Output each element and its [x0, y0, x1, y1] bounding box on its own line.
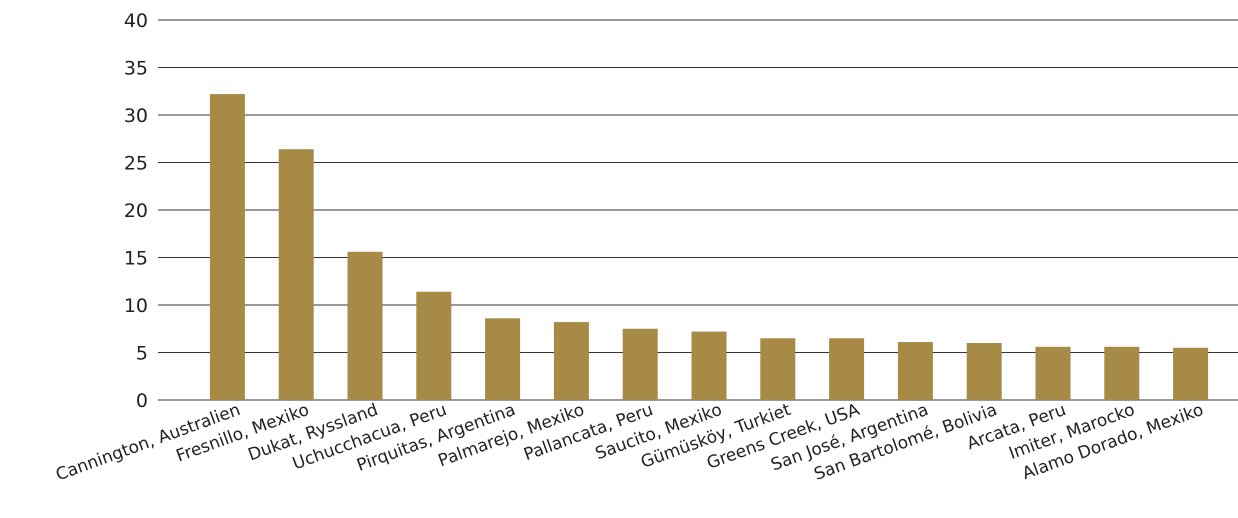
y-tick-label: 40 — [124, 10, 148, 32]
bar — [278, 149, 314, 400]
y-tick-label: 25 — [124, 153, 148, 175]
bar — [966, 343, 1002, 400]
bar — [691, 331, 727, 400]
bar — [553, 322, 589, 400]
bar — [1104, 346, 1140, 400]
gridlines — [158, 19, 1238, 401]
y-tick-label: 20 — [124, 200, 148, 222]
y-tick-label: 35 — [124, 58, 148, 80]
y-tick-label: 15 — [124, 248, 148, 270]
bar — [347, 251, 383, 400]
bar — [897, 342, 933, 400]
y-tick-label: 5 — [136, 343, 148, 365]
bar — [829, 338, 865, 400]
y-axis-tick-labels: 0 5 10 15 20 25 30 35 40 — [124, 10, 148, 412]
bar — [1173, 347, 1209, 400]
y-tick-label: 30 — [124, 105, 148, 127]
bar — [760, 338, 796, 400]
y-tick-label: 0 — [136, 390, 148, 412]
y-tick-label: 10 — [124, 295, 148, 317]
bar — [209, 94, 245, 400]
bar — [416, 291, 452, 400]
bar — [1035, 346, 1071, 400]
bar — [622, 328, 658, 400]
bars — [209, 94, 1209, 400]
bar — [485, 318, 521, 400]
